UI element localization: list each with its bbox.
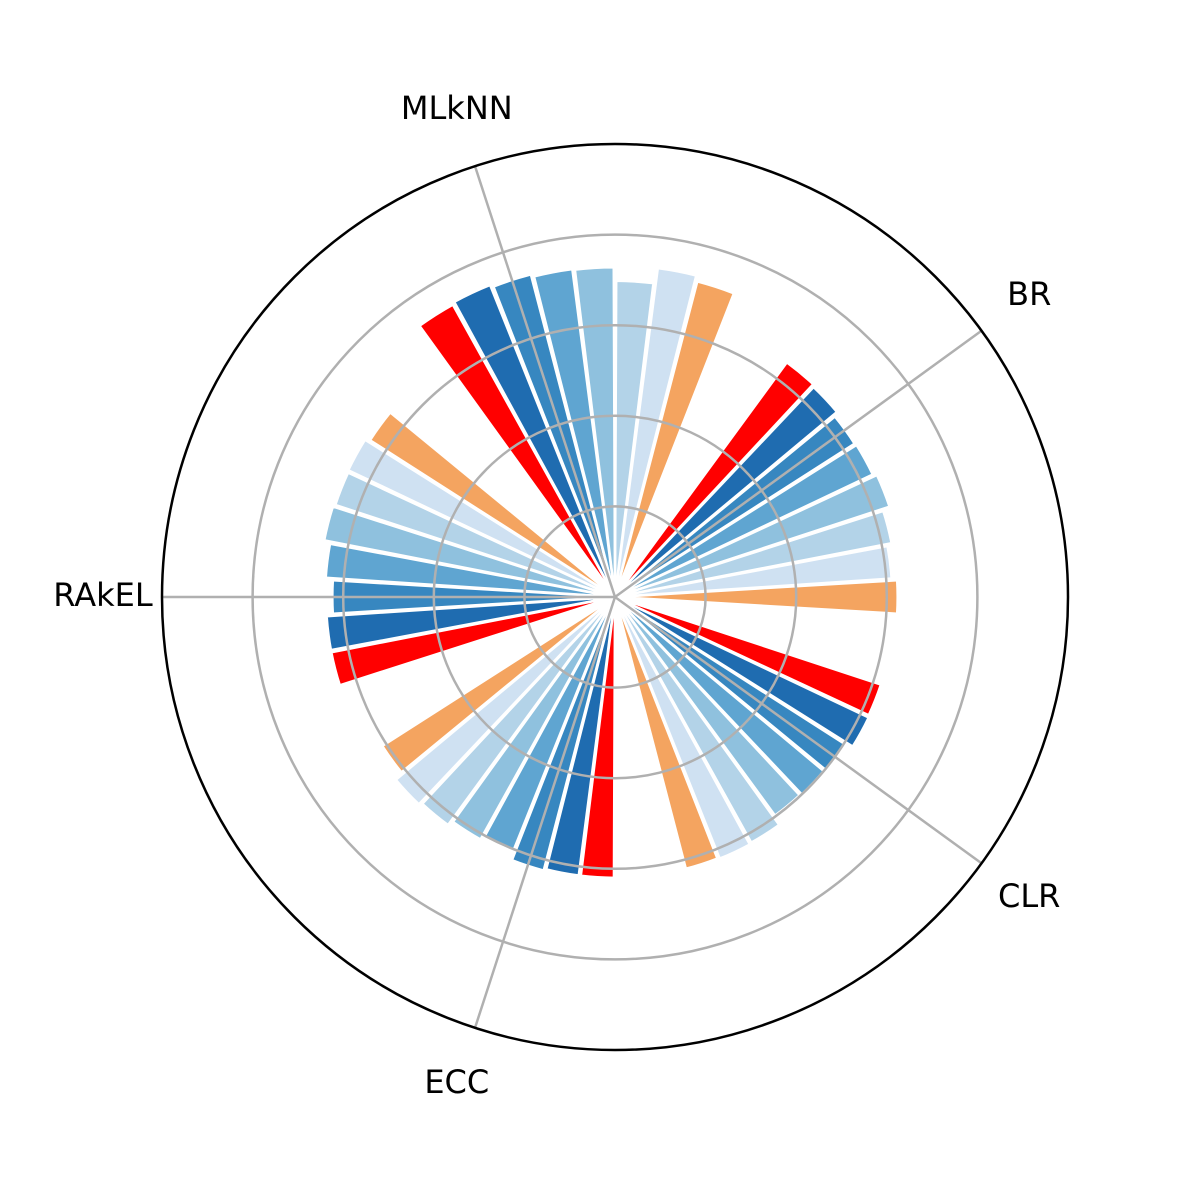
bar: [613, 596, 720, 871]
bar: [613, 279, 736, 598]
bar: [322, 504, 616, 599]
grid-spoke: [614, 595, 983, 865]
bar: [613, 266, 698, 598]
bar: [380, 595, 616, 775]
bar: [394, 596, 616, 807]
bar: [614, 385, 839, 598]
bar: [482, 596, 617, 853]
bar: [613, 360, 816, 598]
category-label: ECC: [424, 1063, 489, 1101]
category-label: CLR: [998, 877, 1060, 915]
grid-spoke: [473, 165, 617, 598]
bar: [614, 595, 883, 717]
category-label: RAkEL: [53, 576, 153, 614]
bar: [614, 473, 892, 599]
bar: [346, 437, 616, 599]
bar: [579, 596, 617, 880]
category-label: BR: [1007, 275, 1051, 313]
bar: [614, 595, 871, 749]
bar: [417, 302, 617, 598]
bar: [544, 596, 617, 877]
bar: [614, 443, 875, 599]
bar: [329, 595, 616, 687]
bar: [613, 596, 781, 845]
grid-spoke: [614, 329, 983, 599]
outer-ring: [160, 142, 1070, 1052]
category-label: MLkNN: [401, 89, 513, 127]
bar: [333, 470, 616, 599]
bar: [420, 596, 617, 827]
bar: [368, 410, 616, 599]
bar: [613, 596, 752, 861]
bar: [613, 279, 655, 598]
bar: [614, 578, 899, 616]
grid-spoke: [473, 596, 617, 1029]
bar: [452, 283, 617, 598]
bar: [324, 542, 616, 599]
bar: [451, 596, 617, 842]
